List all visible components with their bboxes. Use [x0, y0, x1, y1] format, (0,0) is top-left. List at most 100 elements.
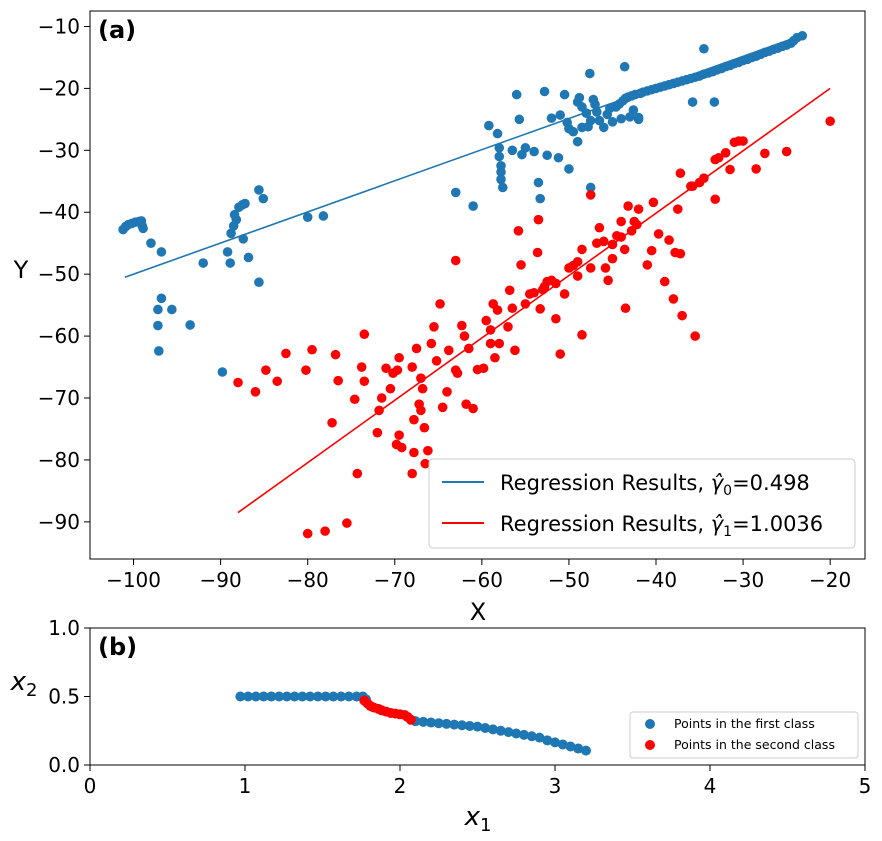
x-tick-label: −30 — [722, 568, 764, 592]
x-tick-label: −40 — [635, 568, 677, 592]
class-2-point — [442, 387, 452, 397]
legend-entry-first: Points in the first class — [674, 716, 815, 731]
x-tick-label: 3 — [549, 774, 562, 798]
class-2-point — [359, 376, 370, 387]
class-2-point — [429, 321, 439, 332]
first-class-point — [441, 718, 452, 729]
class-1-point — [559, 89, 570, 100]
class-1-point — [553, 152, 564, 163]
class-1-point — [594, 115, 605, 126]
class-2-point — [520, 299, 531, 309]
class-2-point — [407, 468, 417, 479]
legend-entry-0: Regression Results, γ̂0=0.498 — [500, 471, 810, 499]
panel-b-label: (b) — [98, 633, 137, 661]
class-2-point — [551, 313, 561, 324]
class-2-point — [250, 387, 261, 397]
class-2-point — [463, 343, 474, 354]
class-2-point — [572, 256, 583, 267]
class-2-point — [307, 344, 317, 355]
class-1-point — [607, 117, 618, 127]
class-2-point — [664, 235, 674, 245]
class-2-point — [394, 352, 404, 363]
class-1-point — [699, 43, 709, 54]
panel-a-ticks: −100 −90 −80 −70 −60 −50 −40 −30 −20 −90 −80 −70 −60… — [38, 14, 851, 592]
class-2-point — [423, 445, 433, 456]
first-class-point — [495, 725, 506, 736]
class-2-point — [551, 278, 561, 289]
class-2-point — [330, 349, 341, 360]
class-2-point — [594, 222, 605, 233]
class-2-point — [359, 329, 370, 340]
legend-marker-first — [645, 719, 655, 729]
class-1-point — [585, 68, 595, 79]
class-2-point — [392, 365, 403, 375]
first-class-point — [565, 741, 576, 752]
class-2-point — [668, 294, 679, 304]
x-tick-label: −20 — [809, 568, 851, 592]
class-2-point — [504, 285, 515, 296]
panel-a-ylabel: Y — [13, 256, 29, 284]
first-class-point — [336, 691, 347, 702]
class-2-point — [352, 468, 363, 479]
class-2-point — [503, 321, 513, 332]
class-1-point — [529, 146, 539, 157]
class-1-point — [185, 320, 195, 330]
class-2-point — [416, 373, 426, 383]
class-2-point — [585, 263, 596, 273]
y-tick-label: 0.0 — [48, 753, 80, 777]
class-1-point — [546, 113, 557, 123]
class-2-point — [459, 331, 470, 341]
panel-b-ticks: 0 1 2 3 4 5 0.0 0.5 1.0 — [48, 616, 871, 798]
class-1-point — [555, 110, 566, 120]
panel-a-points — [118, 30, 835, 539]
class-2-point — [585, 190, 596, 200]
class-1-point — [450, 187, 461, 198]
y-tick-label: −60 — [38, 324, 80, 348]
first-class-point — [250, 691, 261, 702]
class-2-point — [372, 427, 383, 438]
class-2-point — [485, 325, 496, 335]
class-1-point — [574, 92, 585, 103]
class-2-point — [675, 248, 686, 259]
class-1-point — [222, 247, 233, 257]
class-1-point — [254, 185, 264, 195]
class-1-point — [468, 201, 478, 211]
first-class-point — [426, 717, 436, 728]
class-2-point — [233, 377, 243, 388]
first-class-point — [449, 719, 460, 730]
class-1-point — [497, 182, 508, 193]
first-class-point — [488, 724, 498, 735]
first-class-point — [305, 691, 316, 702]
x-tick-label: −60 — [461, 568, 503, 592]
panel-a-xlabel: X — [470, 598, 486, 626]
class-1-point — [542, 150, 552, 161]
class-2-point — [342, 518, 352, 528]
y-tick-label: −30 — [38, 138, 80, 162]
class-1-point — [226, 228, 236, 239]
class-2-point — [490, 352, 500, 363]
x-tick-label: −70 — [374, 568, 416, 592]
y-tick-label: −80 — [38, 448, 80, 472]
y-tick-label: −20 — [38, 76, 80, 100]
class-1-point — [217, 367, 228, 377]
x-tick-label: −90 — [200, 568, 242, 592]
class-2-point — [457, 320, 467, 331]
class-2-point — [416, 405, 426, 416]
panel-b-ylabel: x2 — [10, 667, 38, 701]
class-2-point — [261, 365, 271, 375]
class-1-point — [156, 247, 167, 257]
legend-entry-1: Regression Results, γ̂1=1.0036 — [500, 512, 823, 540]
first-class-point — [274, 691, 285, 702]
class-1-point — [153, 346, 164, 356]
first-class-point — [480, 723, 491, 734]
class-2-point — [516, 260, 526, 270]
y-tick-label: −50 — [38, 262, 80, 286]
class-2-point — [327, 417, 337, 428]
first-class-point — [320, 691, 331, 702]
class-2-point — [281, 348, 291, 359]
class-1-point — [494, 143, 505, 153]
class-1-point — [514, 114, 525, 125]
class-2-point — [452, 368, 463, 379]
class-2-point — [577, 244, 587, 255]
